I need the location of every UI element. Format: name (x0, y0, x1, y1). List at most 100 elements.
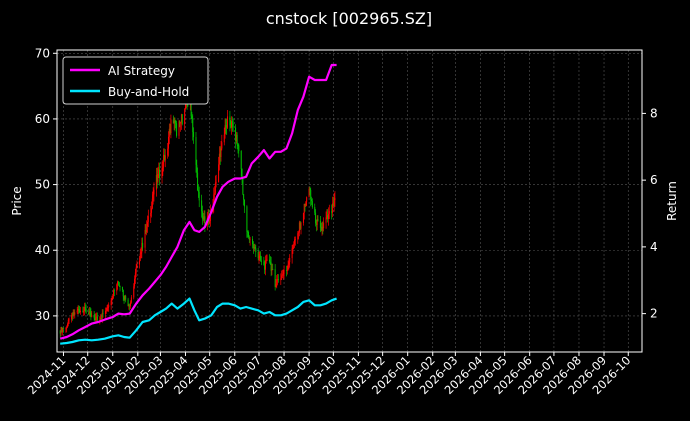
return-lines (59, 63, 337, 345)
candle-body (252, 238, 254, 245)
candle-body (179, 121, 181, 124)
candle-body (180, 122, 182, 124)
candle-body (125, 295, 127, 300)
candle-body (286, 269, 288, 271)
candle-body (266, 259, 268, 261)
candle-body (270, 262, 272, 271)
candle-body (269, 259, 271, 262)
candle-body (106, 308, 108, 311)
candle-body (152, 194, 154, 199)
candle-body (65, 328, 67, 330)
candle-body (130, 302, 132, 307)
candle-body (265, 259, 267, 261)
candle-body (168, 136, 170, 149)
candle-body (136, 264, 138, 268)
candle-body (220, 148, 222, 157)
candle-body (316, 219, 318, 225)
candle-body (129, 305, 131, 307)
candle-body (113, 290, 115, 297)
candle-body (100, 318, 102, 319)
candle-body (162, 166, 164, 169)
candle-body (156, 175, 158, 182)
candle-body (104, 310, 106, 314)
candle-body (283, 270, 285, 275)
candle-body (130, 297, 132, 303)
candle-body (213, 194, 215, 206)
candle-body (167, 148, 169, 156)
candle-body (315, 223, 317, 225)
candle-body (203, 216, 205, 220)
candle-body (231, 121, 233, 124)
candle-body (153, 189, 155, 195)
candle-body (127, 299, 129, 307)
candle-body (219, 153, 221, 157)
candle-body (173, 120, 175, 124)
candle-body (192, 118, 194, 133)
y-tick-label-left: 40 (35, 243, 50, 257)
candle-body (285, 270, 287, 271)
candle-body (134, 272, 136, 279)
candle-body (209, 220, 211, 223)
candle-body (90, 312, 92, 317)
candle-body (79, 309, 81, 313)
candle-body (332, 203, 334, 213)
candle-body (170, 119, 172, 134)
candle-body (218, 153, 220, 165)
candle-body (184, 109, 186, 124)
candle-body (247, 232, 249, 238)
candle-body (119, 285, 121, 287)
legend-label-ai-strategy: AI Strategy (108, 64, 175, 78)
candle-body (236, 134, 238, 146)
candle-body (105, 310, 107, 312)
candle-body (180, 114, 182, 123)
candle-body (281, 275, 283, 279)
candle-body (196, 164, 198, 173)
candle-body (169, 128, 171, 134)
candle-body (247, 231, 249, 233)
candle-body (327, 215, 329, 220)
chart-title: cnstock [002965.SZ] (266, 9, 432, 28)
candle-body (195, 137, 197, 165)
candle-body (204, 216, 206, 226)
candle-body (141, 242, 143, 253)
candle-body (277, 279, 279, 281)
candle-body (139, 253, 141, 261)
candle-body (309, 188, 311, 190)
plot-frame (56, 49, 643, 353)
candle-body (322, 226, 324, 229)
candle-body (123, 296, 125, 300)
candle-body (201, 211, 203, 219)
candle-body (93, 315, 95, 319)
candle-body (175, 122, 177, 124)
candle-body (150, 212, 152, 217)
candle-body (293, 244, 295, 248)
candle-body (304, 203, 306, 206)
candle-body (163, 154, 165, 167)
candle-body (214, 182, 216, 194)
candle-body (334, 198, 336, 201)
candle-body (100, 318, 102, 321)
candle-body (323, 222, 325, 229)
candle-body (264, 265, 266, 270)
candle-body (113, 290, 115, 292)
candle-body (112, 296, 114, 299)
candle-body (71, 315, 73, 320)
candle-body (253, 247, 255, 248)
legend-label-buy-and-hold: Buy-and-Hold (108, 85, 189, 99)
price-candles (59, 95, 336, 338)
y-tick-label-left: 70 (35, 46, 50, 60)
candle-body (111, 298, 113, 301)
candle-body (215, 182, 217, 184)
candle-body (102, 312, 104, 314)
candle-body (299, 222, 301, 229)
candle-body (238, 145, 240, 151)
candle-body (62, 328, 64, 333)
y-tick-label-left: 30 (35, 309, 50, 323)
candle-body (281, 274, 283, 276)
candle-body (157, 173, 159, 182)
candle-body (72, 312, 74, 317)
candle-body (91, 315, 93, 317)
candle-body (140, 252, 142, 254)
candle-body (294, 239, 296, 241)
